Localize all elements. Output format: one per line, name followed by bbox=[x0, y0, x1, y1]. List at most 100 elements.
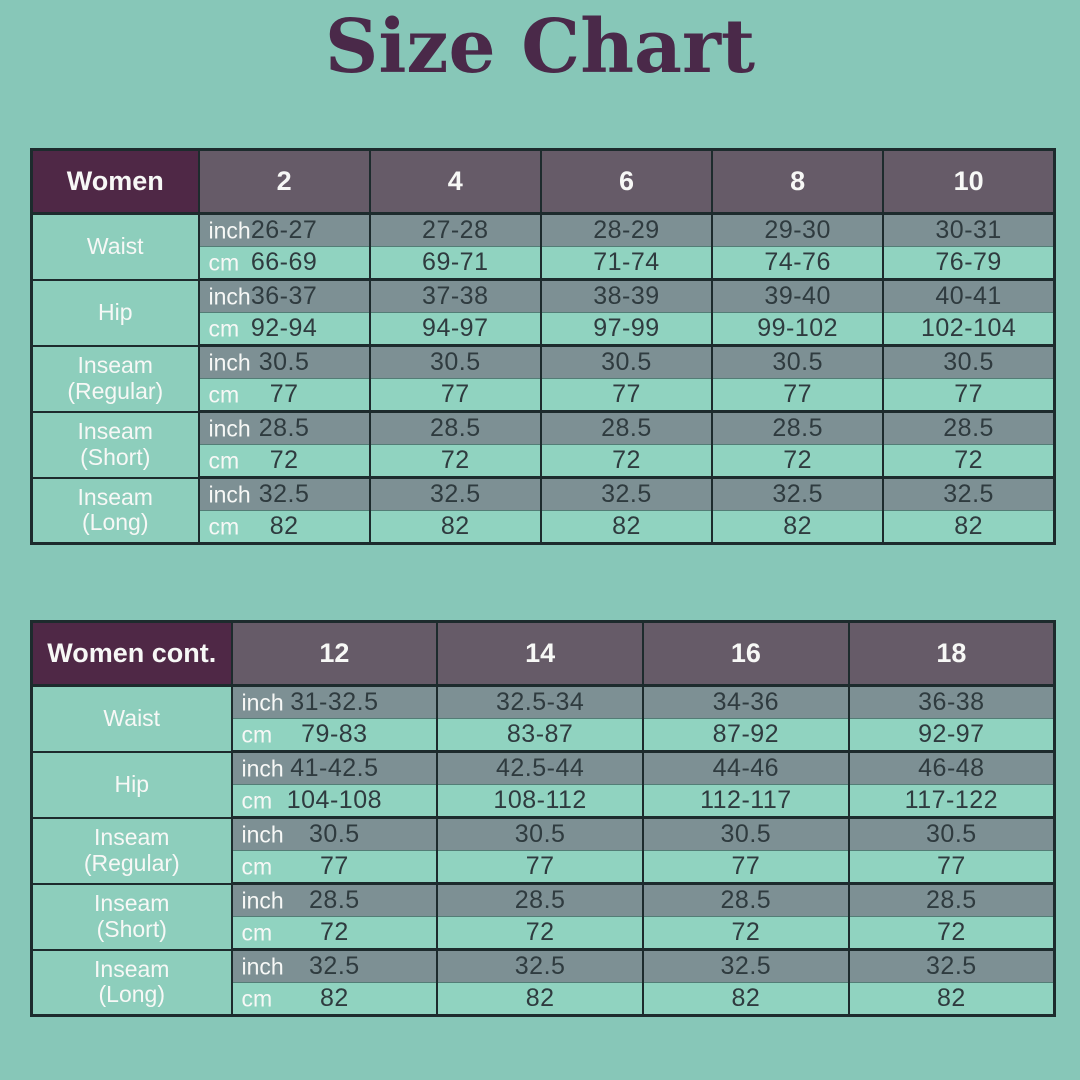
measurement-sublabel-text: (Regular) bbox=[67, 377, 164, 404]
size-value-cell: 72 bbox=[368, 444, 542, 479]
size-value: 74-76 bbox=[764, 248, 831, 276]
size-value-cell: 108-112 bbox=[436, 784, 644, 819]
size-value: 44-46 bbox=[712, 754, 780, 782]
size-column-header: 8 bbox=[711, 148, 885, 215]
size-value: 30.5 bbox=[258, 348, 310, 376]
size-value: 77 bbox=[783, 380, 813, 408]
size-value-cell: cm 72 bbox=[197, 444, 371, 479]
measurement-cm-row: cm 77 77 77 77 77 bbox=[32, 378, 1056, 413]
size-value-cell: 102-104 bbox=[882, 312, 1056, 347]
size-value-cell: inch 32.5 bbox=[197, 476, 371, 511]
size-value-cell: cm 82 bbox=[230, 982, 439, 1017]
size-value-cell: 72 bbox=[711, 444, 885, 479]
measurement-row-label: Inseam (Regular) bbox=[30, 344, 200, 413]
unit-cm-label: cm bbox=[241, 919, 273, 945]
size-value: 28.5 bbox=[514, 886, 566, 914]
size-value: 36-38 bbox=[918, 688, 985, 716]
size-value: 77 bbox=[936, 852, 966, 880]
size-value-cell: 32.5-34 bbox=[436, 684, 644, 719]
size-table-women-cont: Women cont. 12 14 16 18 Waist inch 31-32.5 32.5-… bbox=[30, 620, 1056, 1017]
size-value: 108-112 bbox=[493, 786, 587, 814]
size-column-header: 4 bbox=[368, 148, 542, 215]
size-value: 46-48 bbox=[918, 754, 985, 782]
size-value: 82 bbox=[319, 984, 349, 1012]
size-value: 72 bbox=[525, 918, 555, 946]
size-value-cell: 37-38 bbox=[368, 278, 542, 313]
size-value-cell: cm 82 bbox=[197, 510, 371, 545]
size-value-cell: 30.5 bbox=[539, 344, 714, 379]
size-value-cell: cm 92-94 bbox=[197, 312, 371, 347]
size-value-cell: 28.5 bbox=[847, 882, 1056, 917]
size-value-cell: 77 bbox=[642, 850, 850, 885]
size-value-cell: 28.5 bbox=[368, 410, 542, 445]
unit-cm-label: cm bbox=[241, 853, 273, 879]
size-column-header: 18 bbox=[847, 620, 1056, 687]
measurement-label-text: Waist bbox=[86, 232, 144, 259]
size-value-cell: cm 79-83 bbox=[230, 718, 439, 753]
size-value: 79-83 bbox=[301, 720, 368, 748]
size-value-cell: 69-71 bbox=[368, 246, 542, 281]
measurement-cm-row: cm 72 72 72 72 bbox=[32, 916, 1056, 951]
size-value-cell: 30-31 bbox=[882, 212, 1056, 247]
size-value: 92-94 bbox=[250, 314, 318, 342]
unit-inch-label: inch bbox=[241, 953, 284, 979]
size-value-cell: 30.5 bbox=[847, 816, 1056, 851]
size-value-cell: 82 bbox=[539, 510, 714, 545]
size-value-cell: 28.5 bbox=[539, 410, 714, 445]
size-value-cell: 32.5 bbox=[368, 476, 542, 511]
size-value-cell: 76-79 bbox=[882, 246, 1056, 281]
size-table-women: Women 2 4 6 8 10 Waist inch 26-27 27-28 28-29 29-30… bbox=[30, 148, 1056, 545]
size-value-cell: 30.5 bbox=[368, 344, 542, 379]
unit-inch-label: inch bbox=[208, 415, 251, 441]
unit-cm-label: cm bbox=[208, 381, 240, 407]
size-value-cell: 112-117 bbox=[642, 784, 850, 819]
measurement-inch-row: Inseam (Long) inch 32.5 32.5 32.5 32.5 32.5 bbox=[30, 476, 1056, 545]
measurement-label-text: Inseam bbox=[77, 351, 153, 378]
size-value-cell: inch 28.5 bbox=[230, 882, 439, 917]
size-column-header: 6 bbox=[539, 148, 714, 215]
measurement-label-text: Inseam bbox=[94, 955, 170, 982]
size-value: 32.5 bbox=[943, 480, 994, 508]
size-value: 34-36 bbox=[712, 688, 780, 716]
size-value-cell: inch 26-27 bbox=[197, 212, 371, 247]
measurement-sublabel-text: (Long) bbox=[82, 509, 149, 536]
size-value-cell: 77 bbox=[847, 850, 1056, 885]
size-value: 32.5 bbox=[258, 480, 310, 508]
size-value: 77 bbox=[954, 380, 984, 408]
size-value: 83-87 bbox=[506, 720, 574, 748]
unit-cm-label: cm bbox=[208, 249, 240, 275]
measurement-inch-row: Waist inch 26-27 27-28 28-29 29-30 30-31 bbox=[30, 212, 1056, 281]
measurement-inch-row: Inseam (Regular) inch 30.5 30.5 30.5 30.5 bbox=[30, 816, 1056, 885]
size-value-cell: cm 104-108 bbox=[230, 784, 439, 819]
size-value: 77 bbox=[319, 852, 349, 880]
size-value: 82 bbox=[440, 512, 470, 540]
size-value-cell: 44-46 bbox=[642, 750, 850, 785]
size-value-cell: 77 bbox=[711, 378, 885, 413]
size-value: 77 bbox=[525, 852, 555, 880]
size-value: 27-28 bbox=[422, 216, 489, 244]
size-value: 66-69 bbox=[250, 248, 318, 276]
size-value-cell: 82 bbox=[711, 510, 885, 545]
size-value-cell: 28.5 bbox=[882, 410, 1056, 445]
size-header-row: Women cont. 12 14 16 18 bbox=[30, 620, 1056, 687]
measurement-sublabel-text: (Long) bbox=[98, 981, 165, 1008]
size-value: 82 bbox=[269, 512, 299, 540]
size-value: 82 bbox=[783, 512, 813, 540]
size-value: 31-32.5 bbox=[290, 688, 379, 716]
table-group-label: Women cont. bbox=[30, 620, 233, 687]
size-value-cell: 28.5 bbox=[642, 882, 850, 917]
size-value-cell: 32.5 bbox=[882, 476, 1056, 511]
size-value: 72 bbox=[783, 446, 813, 474]
unit-cm-label: cm bbox=[208, 513, 240, 539]
size-value: 104-108 bbox=[286, 786, 382, 814]
size-value: 77 bbox=[612, 380, 641, 408]
size-value: 82 bbox=[731, 984, 761, 1012]
size-value: 82 bbox=[954, 512, 984, 540]
measurement-inch-row: Hip inch 36-37 37-38 38-39 39-40 40-41 bbox=[30, 278, 1056, 347]
size-column-header: 14 bbox=[436, 620, 644, 687]
size-value-cell: 30.5 bbox=[882, 344, 1056, 379]
size-value-cell: 72 bbox=[847, 916, 1056, 951]
measurement-inch-row: Waist inch 31-32.5 32.5-34 34-36 36-38 bbox=[30, 684, 1056, 753]
size-value: 117-122 bbox=[904, 786, 999, 814]
